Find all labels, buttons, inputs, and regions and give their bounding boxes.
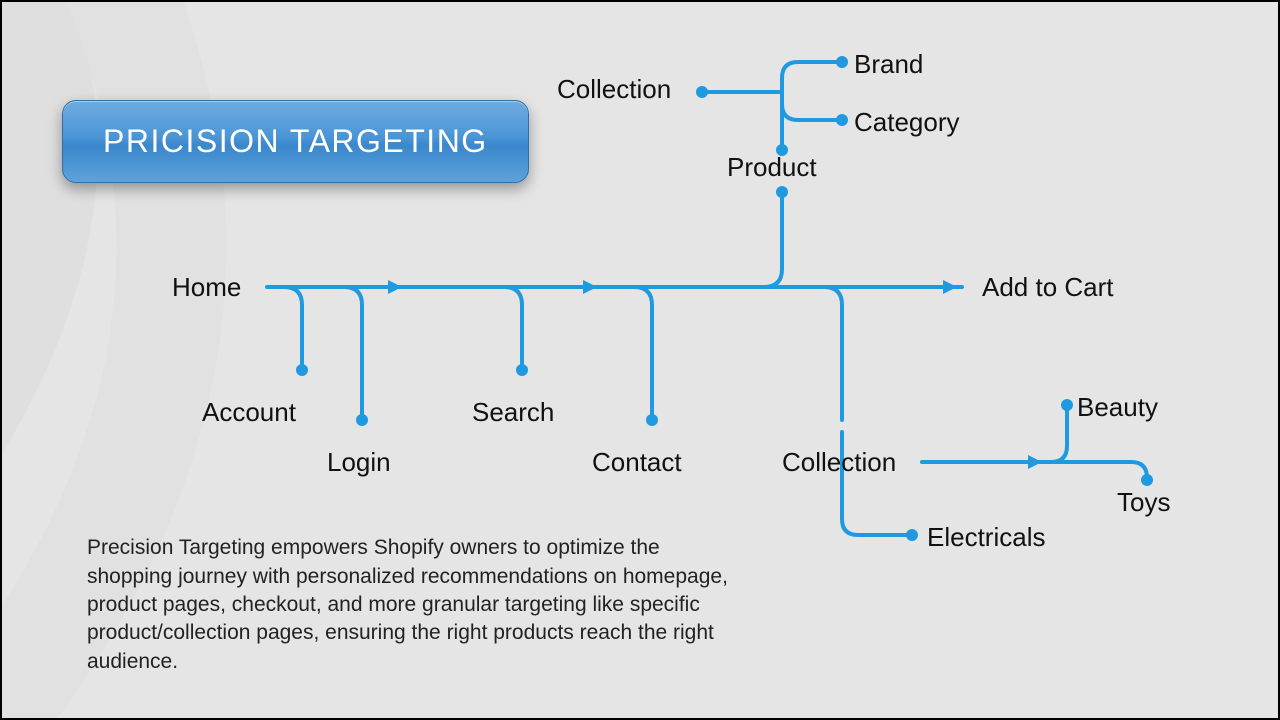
node-beauty: Beauty xyxy=(1077,392,1158,423)
description-text: Precision Targeting empowers Shopify own… xyxy=(87,534,737,676)
node-add-to-cart: Add to Cart xyxy=(982,272,1114,303)
node-collection-lower: Collection xyxy=(782,447,896,478)
node-search: Search xyxy=(472,397,554,428)
diagram-canvas: PRICISION TARGETING Home Add to Cart Acc… xyxy=(0,0,1280,720)
node-contact: Contact xyxy=(592,447,682,478)
node-category: Category xyxy=(854,107,960,138)
node-account: Account xyxy=(202,397,296,428)
node-brand: Brand xyxy=(854,49,923,80)
node-product: Product xyxy=(727,152,817,183)
node-home: Home xyxy=(172,272,241,303)
node-toys: Toys xyxy=(1117,487,1170,518)
node-login: Login xyxy=(327,447,391,478)
node-collection-upper: Collection xyxy=(557,74,671,105)
node-electricals: Electricals xyxy=(927,522,1045,553)
